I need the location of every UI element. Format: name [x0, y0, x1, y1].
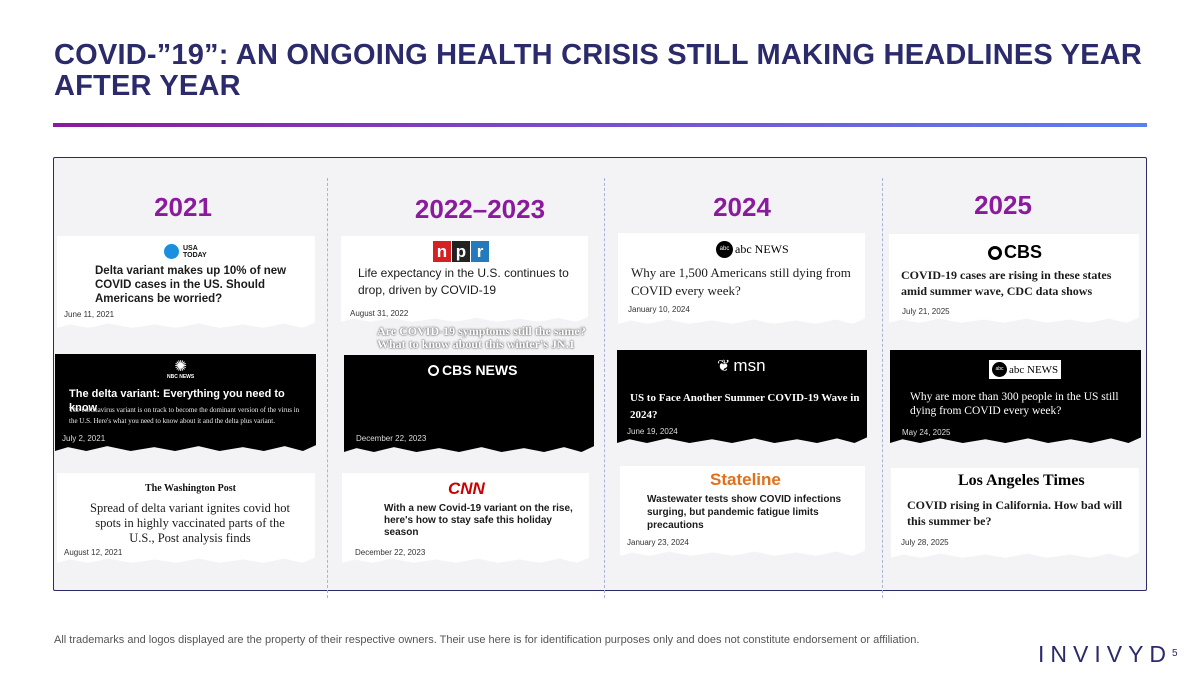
peacock-icon: ✺: [174, 358, 187, 375]
headline-card-la-times: Los Angeles Times COVID rising in Califo…: [891, 468, 1139, 558]
year-2021: 2021: [154, 192, 212, 222]
article-date: January 10, 2024: [628, 305, 690, 314]
usa-today-circle-icon: [164, 244, 179, 259]
headline-card-cbs-news: CBS NEWS December 22, 2023: [344, 355, 594, 452]
overlay-headline: Are COVID-19 symptoms still the same? Wh…: [377, 324, 586, 351]
headline: The delta variant: Everything you need t…: [69, 388, 285, 414]
headline: US to Face Another Summer COVID-19 Wave …: [630, 392, 860, 421]
article-date: July 28, 2025: [901, 538, 949, 547]
headline-card-washington-post: The Washington Post Spread of delta vari…: [57, 473, 315, 563]
page-title: COVID-”19”: AN ONGOING HEALTH CRISIS STI…: [54, 39, 1143, 102]
headline-card-abc-news-2025: abc abc NEWS Why are more than 300 peopl…: [890, 350, 1141, 443]
headline-card-abc-news: abc abc NEWS Why are 1,500 Americans sti…: [618, 233, 865, 324]
headline: Wastewater tests show COVID infections s…: [647, 494, 842, 531]
headline: Why are 1,500 Americans still dying from…: [631, 265, 851, 298]
year-2024: 2024: [713, 192, 771, 222]
headline-card-stateline: Stateline Wastewater tests show COVID in…: [620, 466, 865, 556]
headline-card-msn: ❦ msn US to Face Another Summer COVID-19…: [617, 350, 867, 443]
trademark-disclaimer: All trademarks and logos displayed are t…: [54, 634, 920, 646]
cnn-logo: CNN: [448, 479, 485, 498]
headline-card-nbc: ✺ NBC NEWS The delta variant: Everything…: [55, 354, 316, 451]
article-date: May 24, 2025: [902, 428, 951, 437]
page-number: 5: [1172, 648, 1178, 659]
headline-card-npr: n p r Life expectancy in the U.S. contin…: [341, 236, 588, 322]
headline: COVID rising in California. How bad will…: [907, 498, 1123, 528]
headline: Life expectancy in the U.S. continues to…: [358, 266, 569, 297]
article-date: August 31, 2022: [350, 309, 409, 318]
article-date: January 23, 2024: [627, 538, 689, 547]
article-date: June 19, 2024: [627, 427, 678, 436]
headline: Delta variant makes up 10% of new COVID …: [95, 265, 287, 305]
article-date: December 22, 2023: [356, 434, 427, 443]
article-summary: The coronavirus variant is on track to b…: [69, 406, 300, 425]
cbs-news-logo: CBS NEWS: [428, 362, 517, 378]
cbs-eye-icon: [428, 364, 439, 376]
la-times-logo: Los Angeles Times: [958, 472, 1085, 489]
nbc-news-logo: ✺ NBC NEWS: [167, 358, 195, 380]
article-date: December 22, 2023: [355, 548, 426, 557]
headline: Why are more than 300 people in the US s…: [910, 391, 1119, 417]
usa-today-logo: USA TODAY: [164, 244, 209, 259]
headline-card-cnn: CNN With a new Covid-19 variant on the r…: [342, 473, 589, 563]
cbs-logo: CBS: [988, 242, 1042, 263]
article-date: July 21, 2025: [902, 307, 950, 316]
title-underline: [53, 123, 1147, 127]
column-divider: [604, 178, 605, 598]
butterfly-icon: ❦: [717, 358, 731, 375]
abc-news-logo: abc abc NEWS: [989, 360, 1062, 379]
column-divider: [882, 178, 883, 598]
article-date: June 11, 2021: [64, 310, 115, 319]
headline: With a new Covid-19 variant on the rise,…: [384, 503, 573, 538]
article-date: July 2, 2021: [62, 434, 106, 443]
headline-card-usa-today: USA TODAY Delta variant makes up 10% of …: [57, 236, 315, 328]
column-divider: [327, 178, 328, 598]
year-2022-2023: 2022–2023: [414, 194, 546, 224]
headline: COVID-19 cases are rising in these state…: [901, 268, 1112, 298]
abc-news-logo: abc abc NEWS: [716, 241, 789, 258]
washington-post-logo: The Washington Post: [145, 483, 236, 494]
msn-logo: ❦ msn: [717, 356, 766, 375]
headline: Spread of delta variant ignites covid ho…: [90, 501, 290, 545]
article-date: August 12, 2021: [64, 548, 123, 557]
invivyd-logo: INVIVYD: [1038, 641, 1173, 667]
year-2025: 2025: [974, 190, 1032, 220]
cbs-eye-icon: [988, 245, 1002, 260]
npr-logo: n p r: [433, 241, 489, 262]
headline-card-cbs: CBS COVID-19 cases are rising in these s…: [889, 234, 1139, 323]
stateline-logo: Stateline: [710, 470, 781, 489]
